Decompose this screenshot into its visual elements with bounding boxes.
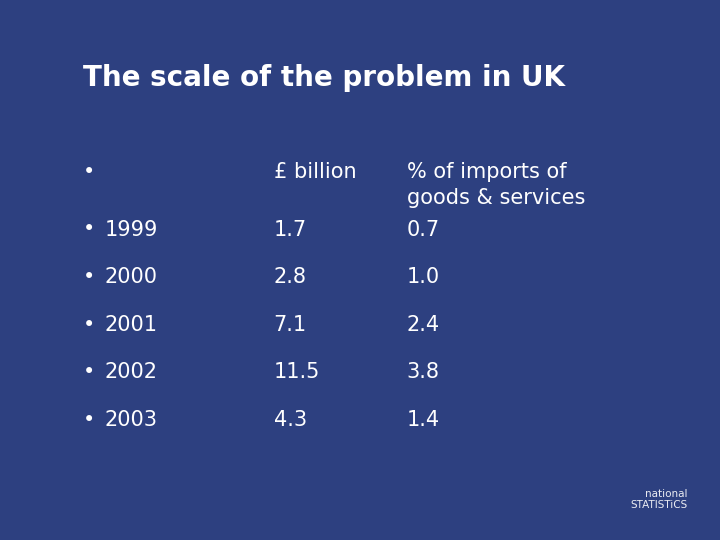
Text: 2001: 2001 (104, 314, 158, 335)
Text: % of imports of
goods & services: % of imports of goods & services (407, 162, 585, 207)
Text: •: • (83, 267, 95, 287)
Text: £ billion: £ billion (274, 162, 356, 182)
Text: •: • (83, 162, 95, 182)
Text: 4.3: 4.3 (274, 409, 307, 430)
Text: 1.7: 1.7 (274, 219, 307, 240)
Text: 1.4: 1.4 (407, 409, 440, 430)
Text: •: • (83, 362, 95, 382)
Text: 2.4: 2.4 (407, 314, 440, 335)
Text: 2002: 2002 (104, 362, 158, 382)
Text: 2.8: 2.8 (274, 267, 307, 287)
Text: The scale of the problem in UK: The scale of the problem in UK (83, 64, 564, 92)
Text: •: • (83, 219, 95, 240)
Text: •: • (83, 409, 95, 430)
Text: 7.1: 7.1 (274, 314, 307, 335)
Text: 1.0: 1.0 (407, 267, 440, 287)
Text: 2000: 2000 (104, 267, 158, 287)
Text: 0.7: 0.7 (407, 219, 440, 240)
Text: 3.8: 3.8 (407, 362, 440, 382)
Text: 11.5: 11.5 (274, 362, 320, 382)
Text: 2003: 2003 (104, 409, 158, 430)
Text: national
STATISTiCS: national STATISTiCS (630, 489, 688, 510)
Text: •: • (83, 314, 95, 335)
Text: 1999: 1999 (104, 219, 158, 240)
